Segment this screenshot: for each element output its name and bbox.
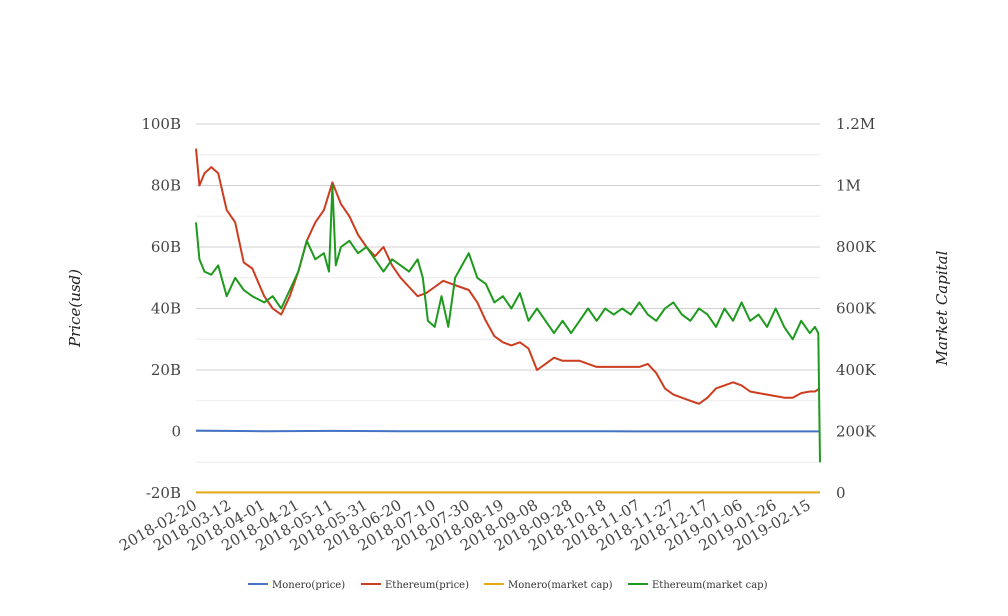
legend-item[interactable]: Monero(market cap) [484, 580, 613, 591]
series-line-monero-price [195, 429, 820, 433]
gridlines [196, 123, 820, 494]
right-y-tick-label: 200K [836, 423, 877, 441]
x-axis-ticks: 2018-02-202018-03-122018-04-012018-04-21… [116, 496, 814, 555]
right-y-axis-title: Market Capital [933, 250, 951, 366]
legend-item[interactable]: Monero(price) [248, 580, 345, 591]
legend-label: Ethereum(market cap) [652, 580, 768, 591]
right-y-tick-label: 800K [836, 238, 877, 256]
left-y-tick-label: 0 [171, 423, 181, 441]
right-y-tick-label: 0 [836, 484, 846, 502]
legend-item[interactable]: Ethereum(price) [361, 580, 469, 591]
left-y-tick-label: 100B [141, 115, 181, 133]
right-y-axis-ticks: 0 200K 400K 600K 800K 1M 1.2M [836, 115, 877, 502]
left-y-tick-label: 60B [151, 238, 181, 256]
left-y-tick-label: 20B [151, 361, 181, 379]
right-y-tick-label: 1.2M [836, 115, 875, 133]
left-y-tick-label: 40B [151, 300, 181, 318]
left-y-tick-label: 80B [151, 177, 181, 195]
legend: Monero(price) Ethereum(price) Monero(marke… [248, 580, 768, 591]
right-y-tick-label: 400K [836, 361, 877, 379]
legend-label: Ethereum(price) [385, 580, 469, 591]
series-lines [195, 148, 821, 494]
legend-item[interactable]: Ethereum(market cap) [628, 580, 768, 591]
left-y-axis-title: Price(usd) [66, 269, 84, 348]
left-y-axis-ticks: -20B 0 20B 40B 60B 80B 100B [141, 115, 181, 502]
right-y-tick-label: 600K [836, 300, 877, 318]
left-y-tick-label: -20B [146, 484, 181, 502]
legend-label: Monero(market cap) [508, 580, 613, 591]
right-y-tick-label: 1M [836, 177, 861, 195]
legend-label: Monero(price) [272, 580, 345, 591]
series-line-ethereum-price [195, 148, 821, 405]
series-line-ethereum-market-cap [195, 184, 821, 463]
